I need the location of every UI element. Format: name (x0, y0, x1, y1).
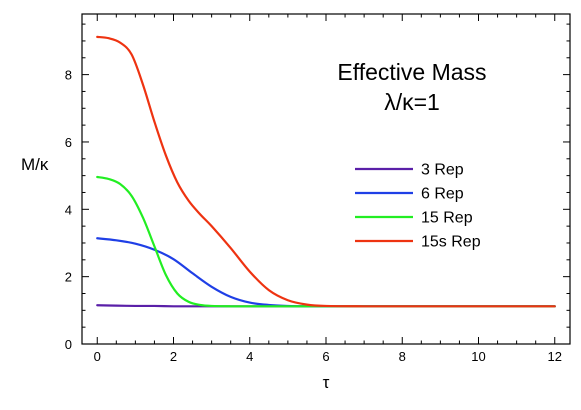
y-axis-ticks: 0 2 4 6 8 (65, 23, 570, 352)
chart-subtitle: λ/κ=1 (384, 89, 440, 115)
y-axis-label: M/κ (21, 155, 49, 174)
y-tick-label: 8 (65, 68, 72, 83)
y-tick-label: 4 (65, 202, 72, 217)
y-tick-label: 0 (65, 337, 72, 352)
plot-frame (81, 13, 571, 345)
legend-label-2: 15 Rep (421, 210, 473, 227)
legend: 3 Rep 6 Rep 15 Rep 15s Rep (355, 162, 481, 251)
x-tick-label: 6 (322, 349, 329, 364)
series-line-3 (96, 35, 556, 308)
chart-title: Effective Mass (337, 59, 486, 85)
legend-label-3: 15s Rep (421, 234, 481, 251)
y-tick-label: 6 (65, 135, 72, 150)
legend-label-0: 3 Rep (421, 162, 464, 179)
x-tick-label: 0 (94, 349, 101, 364)
x-tick-label: 2 (170, 349, 177, 364)
x-tick-label: 10 (471, 349, 485, 364)
y-tick-label: 2 (65, 270, 72, 285)
x-axis-ticks: 0 2 4 6 8 10 12 (94, 14, 562, 364)
x-tick-label: 4 (246, 349, 253, 364)
legend-label-1: 6 Rep (421, 186, 464, 203)
series-line-2 (96, 175, 556, 308)
x-tick-label: 8 (399, 349, 406, 364)
series-line-1 (96, 237, 556, 308)
x-tick-label: 12 (548, 349, 562, 364)
x-axis-label: τ (323, 373, 330, 392)
series-layer (96, 35, 556, 308)
